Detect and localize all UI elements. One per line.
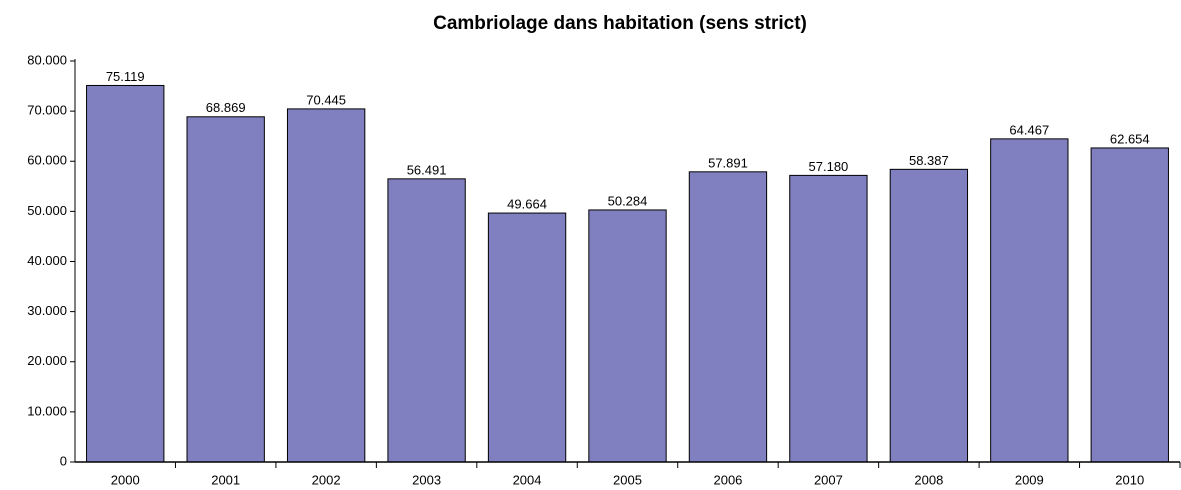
data-label: 57.891	[708, 155, 748, 170]
y-tick-label: 10.000	[27, 403, 67, 418]
bar	[487, 212, 567, 463]
y-tick-label: 20.000	[27, 353, 67, 368]
y-tick-label: 30.000	[27, 303, 67, 318]
chart-title: Cambriolage dans habitation (sens strict…	[433, 13, 807, 34]
y-tick-label: 80.000	[27, 52, 67, 67]
x-tick-label: 2008	[914, 472, 943, 487]
data-label: 49.664	[507, 196, 547, 211]
x-tick-label: 2002	[312, 472, 341, 487]
x-tick-label: 2003	[412, 472, 441, 487]
bar	[286, 108, 366, 463]
bar	[387, 178, 466, 463]
x-tick-label: 2000	[111, 472, 140, 487]
data-label: 56.491	[407, 162, 447, 177]
x-tick-label: 2006	[713, 472, 742, 487]
y-tick-label: 60.000	[27, 153, 67, 168]
x-tick-label: 2007	[814, 472, 843, 487]
data-label: 50.284	[608, 193, 648, 208]
bar	[889, 168, 969, 463]
x-tick-label: 2009	[1015, 472, 1044, 487]
x-tick-label: 2010	[1115, 472, 1144, 487]
x-tick-label: 2005	[613, 472, 642, 487]
bar	[186, 116, 265, 463]
y-tick-label: 40.000	[27, 253, 67, 268]
y-tick-label: 50.000	[27, 203, 67, 218]
data-label: 57.180	[809, 159, 849, 174]
y-tick-label: 70.000	[27, 103, 67, 118]
bar	[1090, 147, 1169, 463]
bar	[588, 209, 667, 463]
x-tick-label: 2001	[211, 472, 240, 487]
bar	[86, 84, 165, 463]
data-label: 70.445	[306, 92, 346, 107]
x-tick-label: 2004	[513, 472, 542, 487]
data-label: 75.119	[106, 69, 145, 84]
bar	[688, 171, 768, 463]
bar	[990, 138, 1069, 463]
bar	[789, 174, 868, 463]
data-label: 62.654	[1110, 131, 1150, 146]
y-tick-label: 0	[60, 453, 67, 468]
data-label: 64.467	[1009, 122, 1049, 137]
data-label: 58.387	[909, 153, 949, 168]
data-label: 68.869	[206, 100, 246, 115]
